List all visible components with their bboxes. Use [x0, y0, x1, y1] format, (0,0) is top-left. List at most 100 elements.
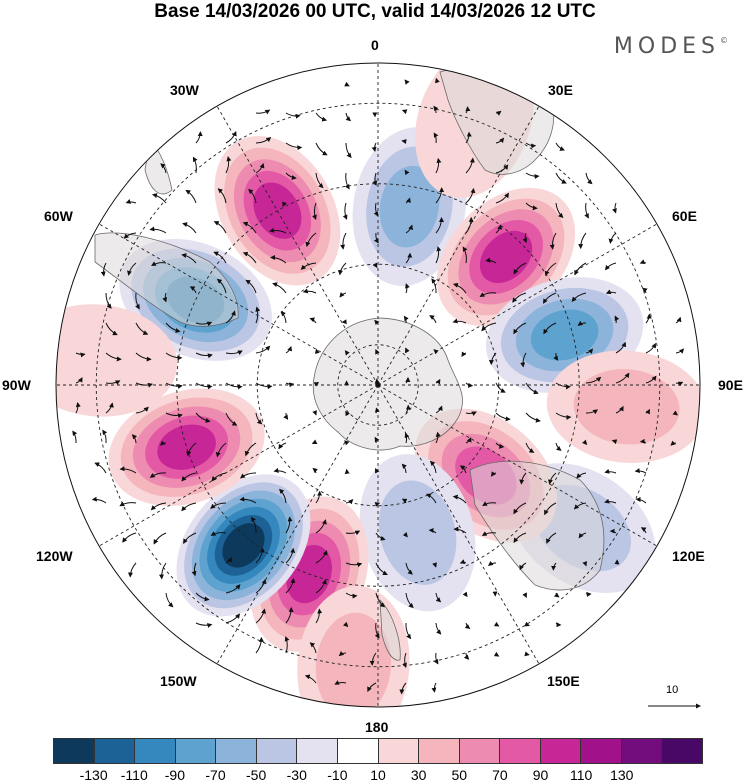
colorbar-swatch-1: [94, 739, 136, 763]
wind-vector: [639, 438, 647, 444]
wind-vector: [402, 652, 407, 668]
wind-vector: [465, 411, 477, 416]
wind-vector: [343, 621, 349, 628]
wind-vector: [604, 498, 617, 504]
wind-vector: [182, 222, 197, 234]
label-30w: 30W: [170, 82, 199, 98]
wind-vector: [315, 579, 327, 594]
new-zealand: [379, 598, 401, 661]
map-title: Base 14/03/2026 00 UTC, valid 14/03/2026…: [154, 1, 596, 22]
wind-vector: [338, 650, 347, 657]
wind-vector: [127, 562, 137, 578]
wind-vector: [405, 283, 410, 294]
wind-vector: [211, 472, 227, 482]
wind-vector: [305, 232, 317, 248]
wind-vector: [315, 550, 328, 564]
wind-vector: [544, 502, 557, 516]
wind-vector: [465, 187, 476, 204]
wind-vector: [162, 292, 168, 303]
label-0: 0: [371, 37, 379, 53]
wind-vector: [405, 622, 412, 640]
wind-vector: [495, 137, 505, 144]
wind-vector: [433, 349, 439, 355]
wind-vector: [192, 156, 198, 174]
wind-vector: [401, 498, 408, 504]
colorbar-swatch-4: [216, 739, 257, 763]
wind-vector: [345, 498, 354, 505]
wind-vector: [488, 560, 497, 567]
wind-vector: [429, 460, 437, 474]
wind-vector: [183, 532, 197, 544]
wind-vector: [213, 221, 227, 234]
colorbar-tick-label: -130: [79, 767, 108, 783]
wind-vector: [645, 313, 652, 324]
wind-vector: [554, 592, 560, 598]
wind-vector: [519, 472, 527, 485]
wind-vector: [311, 439, 318, 444]
wind-vector: [225, 584, 241, 594]
wind-vector: [452, 494, 467, 504]
colorbar-swatch-13: [581, 739, 622, 763]
wind-vector: [513, 532, 527, 544]
wind-vector: [338, 262, 347, 276]
wind-vector: [195, 412, 211, 423]
wind-vector: [435, 217, 444, 234]
wind-vector: [525, 442, 535, 453]
wind-vector: [675, 348, 685, 354]
wind-vector: [404, 169, 410, 176]
wind-vector: [435, 157, 442, 174]
wind-vector: [131, 434, 138, 444]
wind-vector: [634, 468, 647, 474]
anomaly-3-level-5: [479, 230, 533, 284]
wind-vector: [577, 320, 587, 326]
wind-vector: [345, 530, 361, 536]
wind-vector: [255, 345, 271, 354]
wind-vector: [344, 172, 350, 190]
wind-vector: [191, 562, 197, 577]
wind-vector: [314, 348, 320, 354]
wind-vector: [255, 136, 272, 144]
wind-vector: [75, 402, 81, 414]
wind-vector: [195, 622, 213, 628]
wind-vector: [269, 227, 287, 234]
map-border: [55, 62, 701, 708]
wind-vector: [149, 226, 167, 234]
wind-vector: [255, 636, 264, 654]
wind-vector: [225, 556, 232, 564]
wind-vector: [435, 431, 441, 444]
wind-vector: [225, 130, 237, 144]
wind-vector: [75, 352, 86, 358]
wind-vector: [555, 622, 562, 628]
wind-vector: [225, 412, 238, 426]
wind-vector: [195, 321, 213, 327]
wind-vector: [149, 472, 167, 478]
wind-vector: [524, 621, 530, 627]
wind-vector: [459, 559, 467, 564]
wind-vector: [495, 192, 509, 204]
wind-vector: [490, 471, 497, 477]
wind-vector: [555, 142, 565, 151]
wind-vector: [127, 262, 137, 276]
colorbar-swatch-3: [175, 739, 217, 763]
label-180: 180: [365, 719, 389, 735]
wind-vector: [367, 682, 377, 693]
wind-vector: [585, 409, 599, 415]
wind-vector: [195, 131, 203, 144]
wind-vector: [431, 278, 437, 294]
wind-vector: [216, 278, 227, 294]
wind-vector: [615, 405, 624, 414]
colorbar-swatch-2: [135, 739, 176, 763]
colorbar-swatch-11: [500, 739, 541, 763]
label-30e: 30E: [548, 82, 573, 98]
wind-vector: [315, 519, 327, 534]
wind-vector: [525, 412, 541, 423]
wind-vector: [105, 322, 118, 336]
wind-vector: [181, 253, 197, 264]
wind-vector: [255, 306, 261, 324]
wind-vector: [135, 292, 140, 310]
wind-vector: [285, 382, 295, 388]
wind-vector: [102, 429, 108, 444]
wind-vector: [242, 251, 257, 264]
wind-vector: [465, 157, 475, 174]
wind-vector: [165, 412, 183, 419]
